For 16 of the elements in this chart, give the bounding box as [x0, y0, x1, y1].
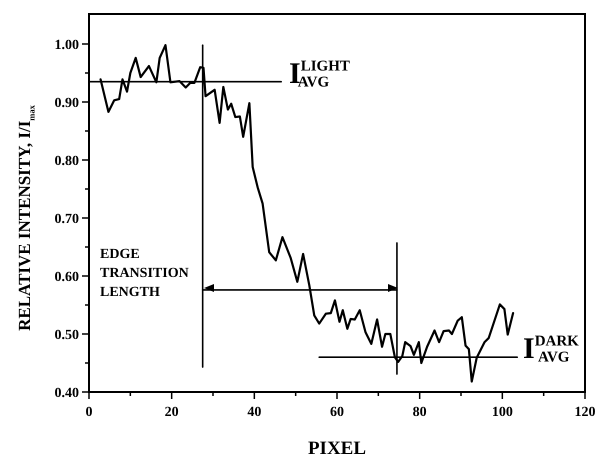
x-tick-label: 120 — [574, 405, 596, 420]
x-tick-label: 0 — [86, 405, 92, 420]
x-tick-label: 100 — [492, 405, 513, 420]
y-tick-label: 0.40 — [54, 386, 79, 401]
y-tick-label: 0.70 — [54, 212, 79, 227]
y-tick-label: 0.80 — [54, 154, 79, 169]
x-tick-label: 80 — [412, 405, 427, 420]
annotation: EDGE TRANSITION LENGTH — [100, 247, 189, 300]
x-tick-label: 20 — [164, 405, 179, 420]
y-tick-label: 1.00 — [54, 38, 79, 53]
x-tick-label: 60 — [330, 405, 344, 420]
x-axis-title: PIXEL — [308, 438, 366, 459]
y-tick-label: 0.90 — [54, 96, 79, 111]
x-tick-label: 40 — [247, 405, 262, 420]
y-tick-label: 0.50 — [54, 328, 79, 343]
y-tick-label: 0.60 — [54, 270, 79, 285]
